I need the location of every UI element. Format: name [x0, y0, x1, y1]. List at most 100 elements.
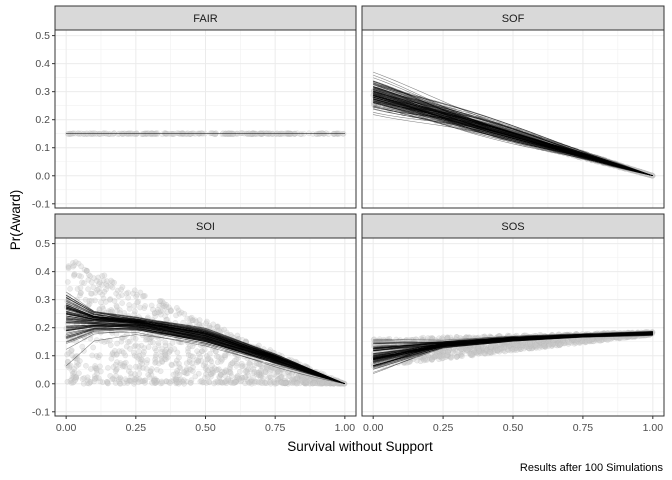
data-point [104, 380, 111, 386]
data-point [306, 130, 312, 137]
data-point [135, 379, 142, 386]
strip-label-sof: SOF [502, 13, 525, 25]
data-point [481, 350, 487, 356]
data-point [92, 363, 98, 369]
data-point [323, 130, 330, 137]
data-point [250, 130, 256, 137]
data-point [162, 348, 168, 355]
data-point [157, 308, 164, 314]
data-point [254, 369, 260, 376]
x-tick-label: 0.25 [433, 422, 454, 434]
data-point [64, 279, 71, 285]
data-point [279, 380, 286, 387]
strip-label-fair: FAIR [193, 13, 218, 25]
y-tick-label: 0.3 [35, 294, 50, 306]
data-point [80, 380, 87, 387]
data-point [107, 373, 114, 379]
data-point [331, 131, 338, 137]
data-point [244, 369, 251, 375]
data-point [76, 370, 82, 377]
data-point [135, 343, 142, 350]
data-point [293, 380, 300, 387]
data-point [111, 130, 117, 137]
data-point [113, 302, 120, 309]
panel-soi: SOI-0.10.00.10.20.30.40.50.00 0.25 0.50 0.7… [32, 213, 357, 434]
data-point [150, 339, 156, 346]
data-point [242, 363, 249, 370]
data-point [147, 131, 153, 138]
data-point [142, 303, 148, 309]
y-tick-label: 0.0 [35, 170, 50, 182]
data-point [526, 340, 533, 347]
data-point [86, 380, 93, 387]
data-point [314, 131, 320, 138]
data-point [199, 130, 206, 137]
data-point [266, 379, 273, 386]
y-tick-label: 0.2 [35, 114, 50, 126]
data-point [153, 130, 160, 137]
strip-label-soi: SOI [196, 221, 215, 233]
data-point [459, 353, 465, 360]
data-point [80, 131, 87, 137]
chart-caption: Results after 100 Simulations [520, 462, 664, 474]
data-point [119, 363, 126, 370]
data-point [96, 281, 102, 287]
data-point [276, 131, 283, 137]
data-point [287, 131, 294, 137]
data-point [205, 355, 212, 362]
data-point [174, 349, 181, 356]
data-point [194, 348, 200, 355]
data-point [155, 340, 162, 346]
data-point [154, 130, 161, 137]
data-point [143, 130, 150, 137]
data-point [159, 131, 166, 138]
x-tick-label: 0.00 [363, 422, 384, 434]
data-point [257, 130, 264, 137]
data-point [222, 367, 229, 374]
data-point [304, 379, 311, 386]
data-point [84, 131, 91, 138]
data-point [170, 131, 177, 138]
data-point [65, 265, 72, 272]
data-point [263, 130, 270, 137]
data-point [87, 130, 94, 137]
data-point [509, 346, 515, 353]
data-point [184, 130, 191, 137]
data-point [249, 130, 256, 137]
data-point [119, 300, 125, 306]
data-point [212, 130, 219, 137]
data-point [148, 130, 155, 137]
data-point [119, 131, 126, 137]
x-tick-label: 0.50 [503, 422, 524, 434]
data-point [556, 342, 563, 349]
data-point [291, 131, 298, 137]
data-point [132, 363, 139, 370]
data-point [187, 131, 193, 138]
data-point [246, 130, 252, 137]
data-point [215, 379, 221, 386]
data-point [260, 130, 267, 137]
data-point [125, 294, 132, 301]
data-point [72, 353, 79, 360]
data-point [153, 347, 160, 354]
data-point [183, 131, 189, 138]
data-point [222, 130, 229, 137]
data-point [116, 378, 122, 385]
data-point [145, 371, 152, 378]
x-tick-label: 0.00 [56, 422, 77, 434]
data-point [139, 131, 146, 138]
data-point [260, 130, 267, 137]
data-point [88, 297, 95, 304]
strip-fair [54, 5, 357, 31]
data-point [284, 130, 291, 137]
data-point [174, 367, 180, 374]
data-point [278, 374, 285, 380]
y-tick-label: 0.4 [35, 266, 50, 278]
data-point [219, 131, 226, 138]
data-point [161, 130, 168, 137]
data-point [84, 374, 91, 381]
data-point [106, 131, 112, 138]
data-point [225, 130, 232, 137]
data-point [256, 361, 263, 368]
